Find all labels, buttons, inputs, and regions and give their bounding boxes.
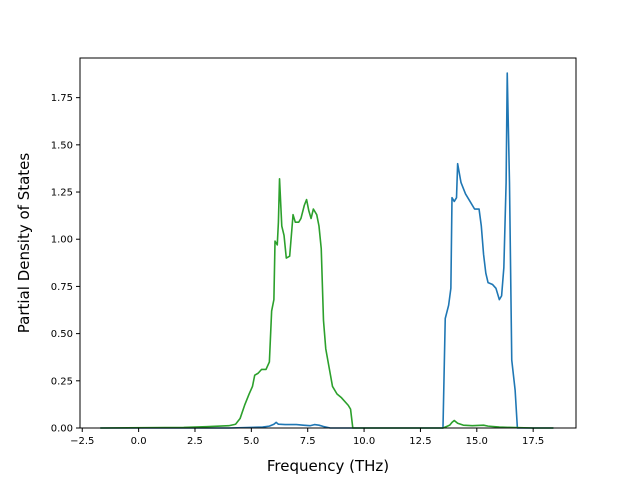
x-axis-label: Frequency (THz) — [267, 457, 389, 475]
x-tick-label: 15.0 — [466, 436, 488, 447]
series-2-line — [100, 178, 554, 429]
y-tick-label: 0.25 — [51, 376, 73, 387]
y-tick-label: 0.75 — [51, 282, 73, 293]
y-axis-label: Partial Density of States — [15, 153, 33, 334]
y-tick-label: 0.50 — [51, 329, 73, 340]
x-tick-label: 5.0 — [243, 436, 259, 447]
x-tick-label: 2.5 — [187, 436, 203, 447]
y-tick-label: 1.75 — [51, 93, 73, 104]
x-tick-label: 7.5 — [300, 436, 316, 447]
x-tick-label: −2.5 — [70, 436, 94, 447]
x-tick-label: 17.5 — [522, 436, 544, 447]
y-tick-label: 1.25 — [51, 188, 73, 199]
plot-area — [80, 58, 576, 428]
tick-layer: −2.5 0.0 2.5 5.0 7.5 10.0 12.5 15.0 17.5 0.00 0.25… — [51, 93, 545, 447]
series-1-line — [100, 72, 554, 429]
y-tick-label: 1.00 — [51, 235, 73, 246]
x-tick-label: 10.0 — [353, 436, 375, 447]
y-tick-label: 1.50 — [51, 140, 73, 151]
plot-frame — [79, 57, 577, 429]
y-tick-label: 0.00 — [51, 424, 73, 435]
x-tick-label: 12.5 — [409, 436, 431, 447]
series-layer — [100, 72, 554, 429]
x-tick-label: 0.0 — [131, 436, 147, 447]
